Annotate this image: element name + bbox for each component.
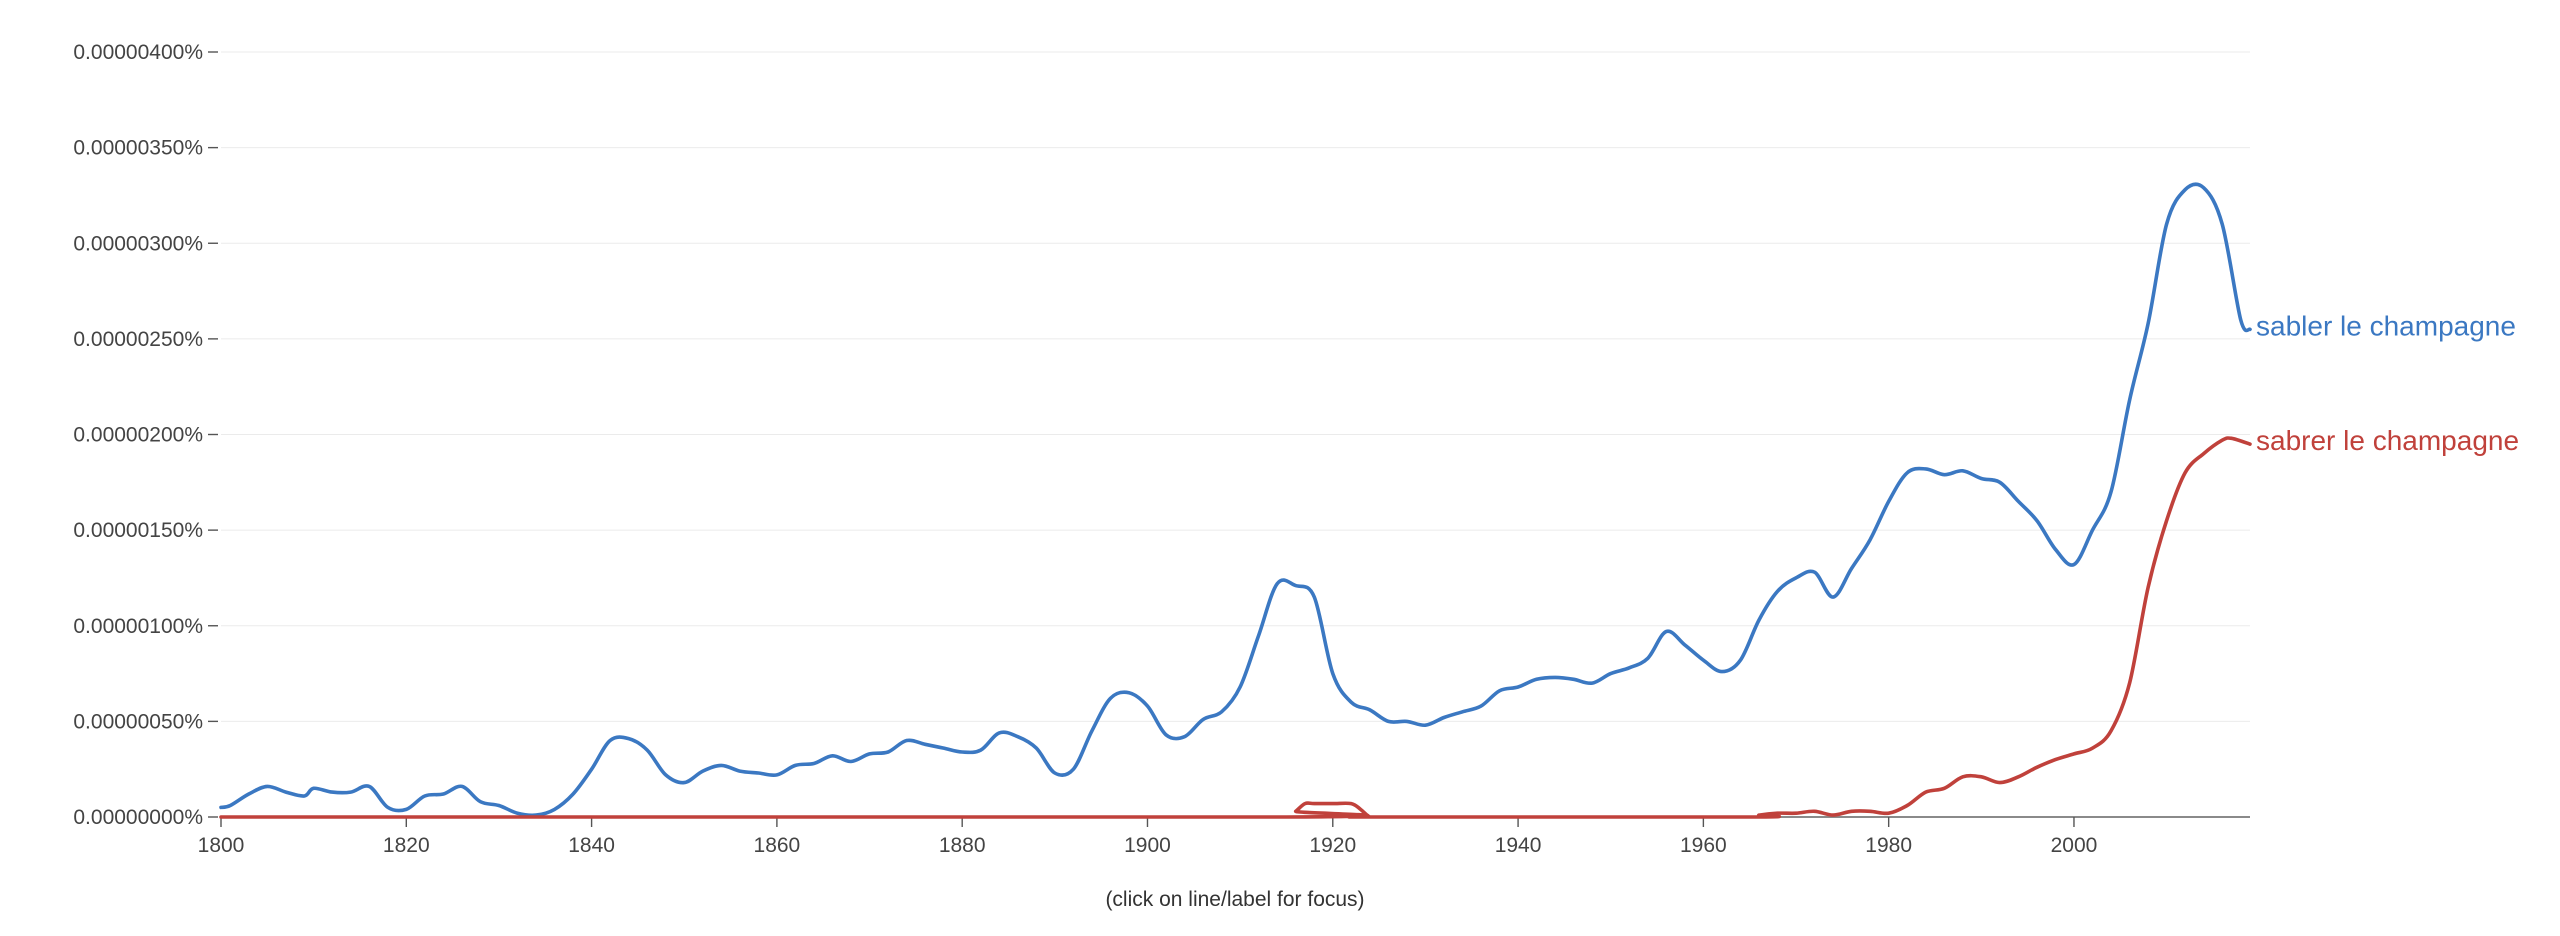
series-labels[interactable]: sabler le champagne sabrer le champagne xyxy=(2256,310,2519,456)
y-tick-label: 0.00000200% xyxy=(73,424,203,447)
series-lines[interactable] xyxy=(219,182,2252,819)
grid-lines xyxy=(221,51,2250,722)
series-line-sabrer-le-champagne[interactable] xyxy=(219,436,2252,819)
y-tick-label: 0.00000000% xyxy=(73,806,203,829)
x-axis: 1800 1820 1840 1860 1880 1900 1920 1940 1960 1980… xyxy=(198,816,2250,857)
x-tick-label: 1980 xyxy=(1865,834,1912,857)
x-tick-label: 2000 xyxy=(2051,834,2098,857)
series-label-sabler-le-champagne[interactable]: sabler le champagne xyxy=(2256,310,2516,341)
x-tick-label: 1900 xyxy=(1124,834,1171,857)
y-tick-label: 0.00000100% xyxy=(73,615,203,638)
series-label-sabrer-le-champagne[interactable]: sabrer le champagne xyxy=(2256,425,2519,456)
y-tick-label: 0.00000350% xyxy=(73,137,203,160)
x-tick-label: 1820 xyxy=(383,834,430,857)
y-tick-label: 0.00000050% xyxy=(73,710,203,733)
y-axis: 0.00000000% 0.00000050% 0.00000100% 0.00000… xyxy=(73,41,218,829)
y-tick-label: 0.00000400% xyxy=(73,41,203,64)
x-tick-label: 1960 xyxy=(1680,834,1727,857)
y-tick-label: 0.00000300% xyxy=(73,232,203,255)
series-line-sabler-le-champagne[interactable] xyxy=(219,182,2252,818)
x-tick-label: 1940 xyxy=(1495,834,1542,857)
y-tick-label: 0.00000250% xyxy=(73,328,203,351)
x-tick-label: 1880 xyxy=(939,834,986,857)
y-tick-label: 0.00000150% xyxy=(73,519,203,542)
x-tick-label: 1920 xyxy=(1309,834,1356,857)
x-tick-label: 1800 xyxy=(198,834,245,857)
focus-hint: (click on line/label for focus) xyxy=(1105,888,1364,911)
x-tick-label: 1860 xyxy=(754,834,801,857)
x-tick-label: 1840 xyxy=(568,834,615,857)
